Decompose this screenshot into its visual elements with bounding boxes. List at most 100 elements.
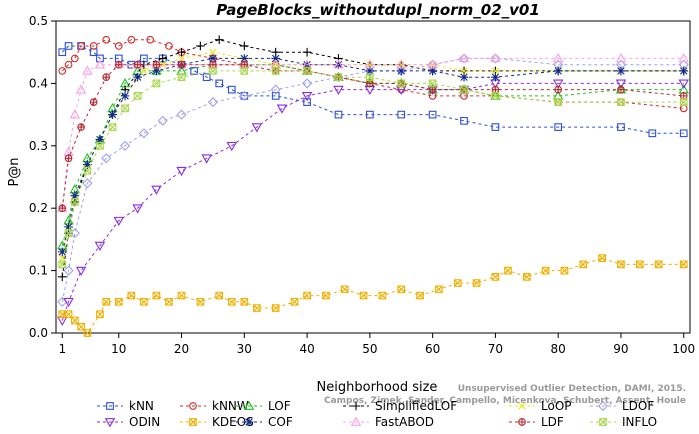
data-point-cof bbox=[396, 66, 406, 76]
legend-marker bbox=[244, 417, 254, 427]
data-point-inflo bbox=[428, 79, 437, 88]
data-point-inflo bbox=[460, 85, 468, 94]
data-point-simplifiedlof bbox=[240, 41, 249, 51]
data-point-inflo bbox=[366, 73, 374, 82]
data-point-ldf bbox=[114, 60, 123, 69]
data-point-ldf bbox=[240, 60, 249, 69]
x-tick-label: 20 bbox=[174, 342, 189, 356]
data-point-kdeos bbox=[598, 254, 606, 262]
data-point-kdeos bbox=[617, 260, 625, 269]
data-point-odin bbox=[94, 241, 106, 252]
legend-marker bbox=[518, 402, 526, 410]
y-axis: 0.0 0.1 0.2 0.3 0.4 0.5 bbox=[29, 14, 56, 340]
y-tick-label: 0.4 bbox=[29, 76, 48, 90]
x-tick-label: 80 bbox=[551, 342, 566, 356]
data-point-knn bbox=[64, 42, 73, 50]
y-tick-label: 0.0 bbox=[29, 326, 48, 340]
data-point-inflo bbox=[70, 198, 79, 206]
data-point-kdeos bbox=[215, 291, 224, 300]
y-tick-label: 0.1 bbox=[29, 264, 48, 278]
data-point-cof bbox=[64, 222, 73, 232]
x-tick-label: 90 bbox=[613, 342, 628, 356]
data-point-knnw bbox=[89, 42, 98, 50]
data-point-ldf bbox=[177, 60, 186, 69]
legend-item-fastabod: FastABOD bbox=[343, 415, 434, 429]
legend-marker bbox=[599, 418, 607, 426]
data-point-odin bbox=[364, 85, 376, 96]
data-point-ldf bbox=[209, 60, 217, 69]
series-line-knnw bbox=[61, 39, 684, 109]
legend-marker bbox=[597, 400, 609, 412]
data-point-kdeos bbox=[290, 297, 299, 306]
data-point-kdeos bbox=[165, 297, 173, 306]
plot-area bbox=[55, 20, 691, 334]
data-point-ldof bbox=[101, 153, 112, 164]
data-point-kdeos bbox=[340, 285, 349, 294]
data-point-kdeos bbox=[579, 260, 588, 269]
data-point-knn bbox=[366, 110, 374, 119]
data-point-knn bbox=[227, 85, 236, 94]
data-point-cof bbox=[679, 66, 689, 76]
data-point-simplifiedlof bbox=[57, 272, 67, 282]
legend-marker bbox=[189, 418, 197, 426]
data-point-fastabod bbox=[615, 53, 627, 63]
data-point-fastabod bbox=[82, 65, 93, 75]
data-point-inflo bbox=[64, 229, 73, 238]
series-line-odin bbox=[61, 82, 684, 321]
x-tick-label: 50 bbox=[362, 342, 377, 356]
legend-label: LDOF bbox=[622, 399, 654, 413]
data-point-ldof bbox=[176, 109, 187, 120]
data-point-knn bbox=[271, 92, 280, 100]
data-point-odin bbox=[57, 316, 68, 326]
legend-label: kNNW bbox=[212, 399, 249, 413]
data-point-loop bbox=[177, 54, 186, 63]
x-tick-label: 10 bbox=[111, 342, 126, 356]
x-tick-label: 60 bbox=[425, 342, 440, 356]
legend-item-odin: ODIN bbox=[97, 415, 160, 429]
y-tick-label: 0.3 bbox=[29, 139, 48, 153]
data-point-ldof bbox=[458, 53, 470, 64]
credit-line-2: Unsupervised Outlier Detection, DAMI, 20… bbox=[458, 384, 686, 394]
data-point-cof bbox=[108, 110, 117, 119]
data-point-ldof bbox=[119, 140, 131, 151]
data-point-inflo bbox=[271, 67, 280, 75]
legend-item-ldf: LDF bbox=[509, 415, 564, 429]
data-point-kdeos bbox=[96, 310, 104, 319]
data-point-inflo bbox=[96, 141, 104, 150]
series-line-knn bbox=[61, 45, 684, 134]
legend-label: SimplifiedLOF bbox=[375, 399, 457, 413]
series-ldof bbox=[57, 53, 689, 307]
data-point-ldf bbox=[152, 60, 161, 69]
legend-label: LDF bbox=[541, 415, 564, 429]
data-point-cof bbox=[459, 72, 469, 82]
data-point-cof bbox=[365, 66, 375, 76]
data-point-inflo bbox=[58, 260, 67, 269]
legend-item-lof: LOF bbox=[236, 399, 291, 413]
data-point-odin bbox=[678, 79, 689, 89]
data-point-cof bbox=[271, 54, 281, 63]
legend-item-ldof: LDOF bbox=[590, 399, 654, 413]
legend-marker bbox=[104, 418, 116, 428]
y-axis-label: P@n bbox=[7, 157, 22, 186]
data-point-kdeos bbox=[102, 297, 111, 306]
data-point-odin bbox=[251, 123, 263, 133]
data-point-ldof bbox=[302, 78, 313, 89]
y-tick-label: 0.5 bbox=[29, 14, 48, 28]
data-point-knnw bbox=[114, 42, 123, 50]
legend-label: kNN bbox=[129, 399, 154, 413]
data-point-loop bbox=[272, 60, 280, 69]
data-point-ldf bbox=[366, 79, 374, 88]
series-line-kdeos bbox=[62, 257, 684, 334]
data-point-kdeos bbox=[322, 291, 330, 300]
legend-item-kdeos: KDEOS bbox=[180, 415, 254, 429]
data-point-fastabod bbox=[552, 53, 564, 63]
data-point-cof bbox=[133, 72, 142, 82]
data-point-inflo bbox=[209, 67, 217, 75]
data-point-knn bbox=[303, 98, 311, 106]
legend-label: KDEOS bbox=[212, 415, 254, 429]
data-point-cof bbox=[152, 66, 161, 76]
data-point-inflo bbox=[121, 104, 129, 113]
x-axis: 1 10 20 30 40 50 60 70 80 90 100 bbox=[58, 333, 695, 356]
data-point-ldof bbox=[63, 265, 74, 276]
data-point-cof bbox=[83, 160, 92, 169]
